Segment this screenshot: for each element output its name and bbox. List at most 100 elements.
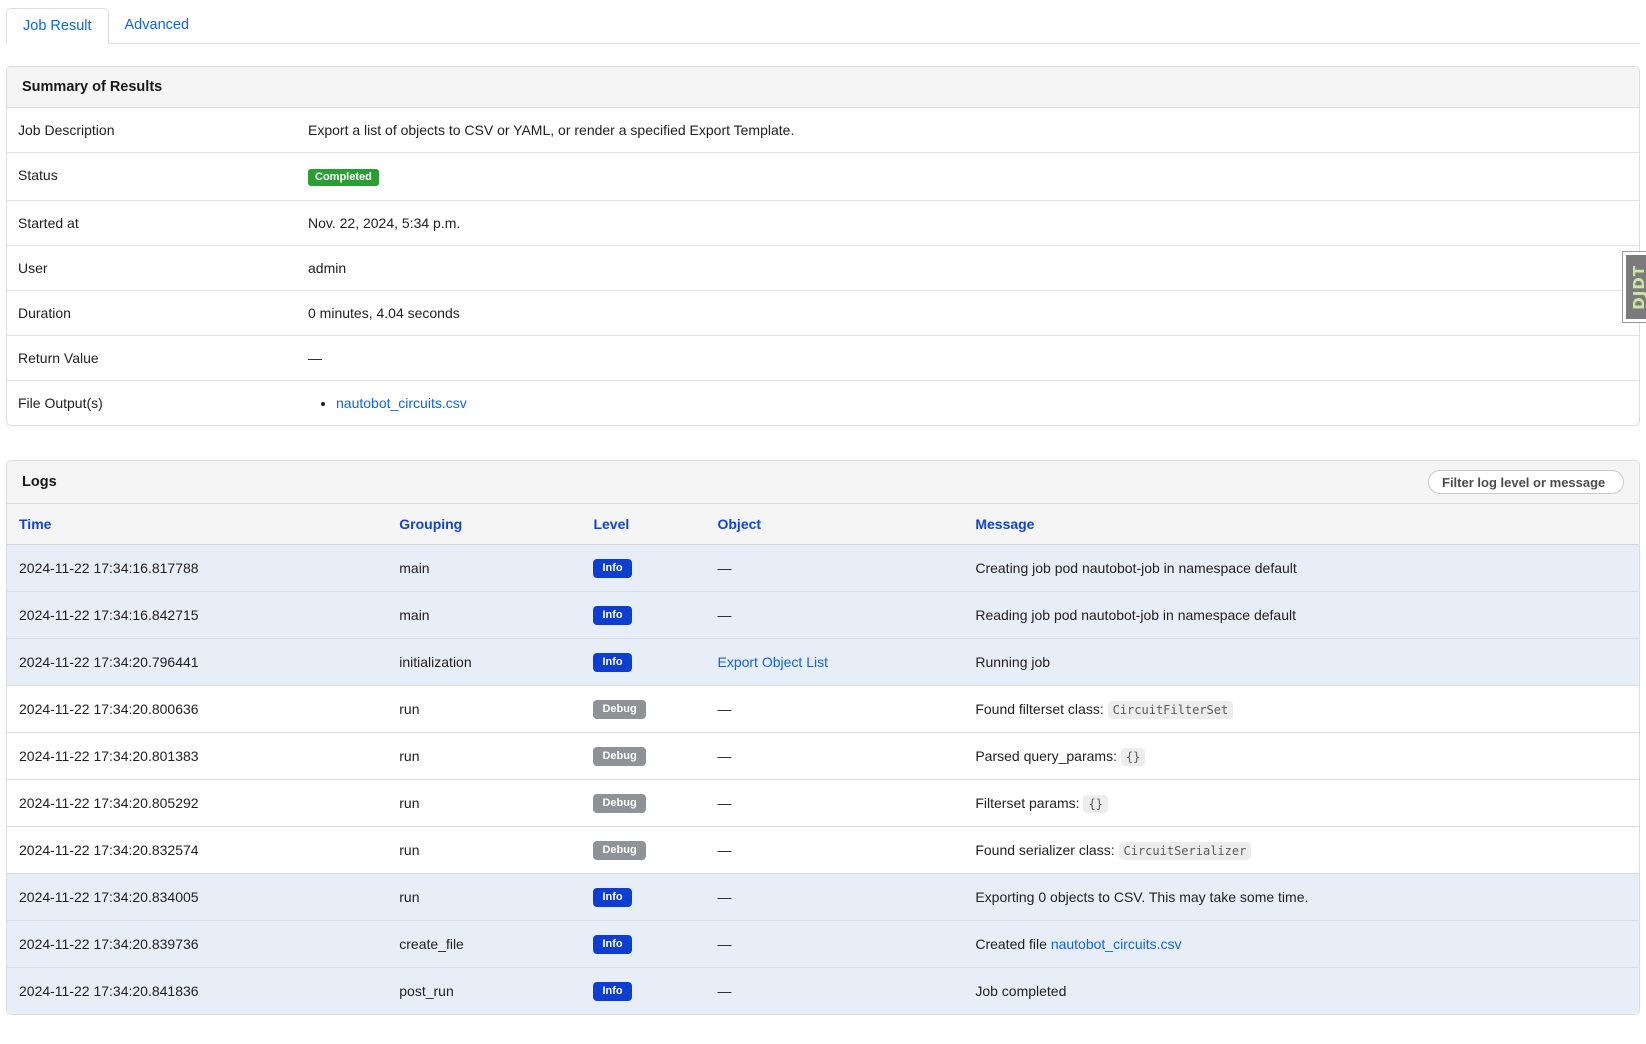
log-level: Info bbox=[581, 592, 705, 639]
log-grouping: main bbox=[387, 592, 581, 639]
log-object: Export Object List bbox=[705, 639, 963, 686]
log-row: 2024-11-22 17:34:16.817788mainInfo—Creat… bbox=[7, 545, 1639, 592]
logs-panel-title: Logs bbox=[22, 474, 57, 490]
djdt-toolbar-handle-inner: DJDT bbox=[1626, 255, 1646, 319]
summary-row-value: Export a list of objects to CSV or YAML,… bbox=[308, 108, 1639, 152]
djdt-toolbar-handle[interactable]: DJDT bbox=[1622, 251, 1646, 323]
status-badge: Completed bbox=[308, 169, 379, 186]
summary-row-label: Started at bbox=[7, 201, 308, 245]
log-level: Info bbox=[581, 968, 705, 1015]
log-level-badge: Debug bbox=[593, 700, 645, 719]
log-level-badge: Debug bbox=[593, 794, 645, 813]
column-header-link-message[interactable]: Message bbox=[975, 516, 1034, 532]
log-message: Job completed bbox=[963, 968, 1639, 1015]
log-object: — bbox=[705, 921, 963, 968]
log-row: 2024-11-22 17:34:20.841836post_runInfo—J… bbox=[7, 968, 1639, 1015]
log-message: Found filterset class: CircuitFilterSet bbox=[963, 686, 1639, 733]
logs-panel: Logs Time Grouping Level Object Message 2024… bbox=[6, 460, 1640, 1015]
log-row: 2024-11-22 17:34:20.805292run Debug —Filte… bbox=[7, 780, 1639, 827]
log-row: 2024-11-22 17:34:20.801383runDebug—Parse… bbox=[7, 733, 1639, 780]
log-filter-input[interactable] bbox=[1428, 470, 1624, 494]
summary-row: Started atNov. 22, 2024, 5:34 p.m. bbox=[7, 201, 1639, 246]
log-object: — bbox=[705, 592, 963, 639]
log-time: 2024-11-22 17:34:20.796441 bbox=[7, 639, 387, 686]
log-object-link[interactable]: Export Object List bbox=[717, 654, 828, 670]
log-message: Created file nautobot_circuits.csv bbox=[963, 921, 1639, 968]
log-object: — bbox=[705, 874, 963, 921]
log-time: 2024-11-22 17:34:20.832574 bbox=[7, 827, 387, 874]
log-message: Creating job pod nautobot-job in namespa… bbox=[963, 545, 1639, 592]
summary-row-value: Completed bbox=[308, 153, 1639, 200]
column-header-link-object[interactable]: Object bbox=[717, 516, 761, 532]
log-grouping: main bbox=[387, 545, 581, 592]
logs-table-header-row: Time Grouping Level Object Message bbox=[7, 504, 1639, 545]
log-message: Filterset params: {} bbox=[963, 780, 1639, 827]
column-header-object: Object bbox=[705, 504, 963, 545]
log-level: Debug bbox=[581, 780, 705, 827]
log-object: — bbox=[705, 968, 963, 1015]
log-level-badge: Info bbox=[593, 653, 631, 672]
log-level: Info bbox=[581, 921, 705, 968]
column-header-grouping: Grouping bbox=[387, 504, 581, 545]
log-level-badge: Info bbox=[593, 606, 631, 625]
column-header-level: Level bbox=[581, 504, 705, 545]
file-output-link[interactable]: nautobot_circuits.csv bbox=[336, 395, 467, 411]
log-level-badge: Info bbox=[593, 559, 631, 578]
column-header-link-time[interactable]: Time bbox=[19, 516, 51, 532]
summary-row: Useradmin bbox=[7, 246, 1639, 291]
log-object: — bbox=[705, 545, 963, 592]
log-time: 2024-11-22 17:34:20.841836 bbox=[7, 968, 387, 1015]
log-message: Parsed query_params: {} bbox=[963, 733, 1639, 780]
column-header-link-level[interactable]: Level bbox=[593, 516, 629, 532]
summary-row-label: Status bbox=[7, 153, 308, 200]
djdt-label: DJDT bbox=[1630, 265, 1646, 310]
log-grouping: run bbox=[387, 733, 581, 780]
logs-table: Time Grouping Level Object Message 2024-11-2… bbox=[7, 504, 1639, 1014]
log-row: 2024-11-22 17:34:20.839736create_fileInf… bbox=[7, 921, 1639, 968]
log-time: 2024-11-22 17:34:20.800636 bbox=[7, 686, 387, 733]
summary-row-value: nautobot_circuits.csv bbox=[308, 381, 1639, 425]
tab-bar: Job Result Advanced bbox=[6, 8, 1640, 44]
tab-job-result[interactable]: Job Result bbox=[6, 8, 109, 44]
log-level: Debug bbox=[581, 733, 705, 780]
log-object: — bbox=[705, 686, 963, 733]
log-object: — bbox=[705, 780, 963, 827]
file-output-item: nautobot_circuits.csv bbox=[336, 395, 1629, 411]
log-grouping: run bbox=[387, 686, 581, 733]
log-grouping: run bbox=[387, 780, 581, 827]
log-time: 2024-11-22 17:34:16.842715 bbox=[7, 592, 387, 639]
file-output-list: nautobot_circuits.csv bbox=[308, 395, 1629, 411]
summary-row-label: File Output(s) bbox=[7, 381, 308, 425]
logs-panel-header: Logs bbox=[7, 461, 1639, 504]
summary-row-value: admin bbox=[308, 246, 1639, 290]
log-row: 2024-11-22 17:34:20.796441initialization… bbox=[7, 639, 1639, 686]
summary-row-label: Job Description bbox=[7, 108, 308, 152]
page: Job Result Advanced Summary of Results J… bbox=[0, 0, 1646, 1015]
log-message-code: {} bbox=[1083, 795, 1107, 813]
summary-rows: Job DescriptionExport a list of objects … bbox=[7, 108, 1639, 425]
log-level: Info bbox=[581, 545, 705, 592]
log-level: Debug bbox=[581, 686, 705, 733]
summary-row: StatusCompleted bbox=[7, 153, 1639, 201]
column-header-link-grouping[interactable]: Grouping bbox=[399, 516, 462, 532]
log-level-badge: Debug bbox=[593, 841, 645, 860]
log-message-code: CircuitSerializer bbox=[1119, 842, 1252, 860]
log-grouping: create_file bbox=[387, 921, 581, 968]
log-row: 2024-11-22 17:34:16.842715mainInfo—Readi… bbox=[7, 592, 1639, 639]
log-level: Debug bbox=[581, 827, 705, 874]
log-message-link[interactable]: nautobot_circuits.csv bbox=[1051, 936, 1182, 952]
log-time: 2024-11-22 17:34:20.805292 bbox=[7, 780, 387, 827]
log-row: 2024-11-22 17:34:20.834005run Info —Export… bbox=[7, 874, 1639, 921]
log-grouping: run bbox=[387, 827, 581, 874]
log-level-badge: Info bbox=[593, 888, 631, 907]
summary-row: File Output(s) nautobot_circuits.csv bbox=[7, 381, 1639, 425]
log-row: 2024-11-22 17:34:20.832574runDebug—Found… bbox=[7, 827, 1639, 874]
log-message: Found serializer class: CircuitSerialize… bbox=[963, 827, 1639, 874]
summary-panel-title: Summary of Results bbox=[7, 67, 1639, 108]
log-time: 2024-11-22 17:34:20.834005 bbox=[7, 874, 387, 921]
log-grouping: run bbox=[387, 874, 581, 921]
log-message: Running job bbox=[963, 639, 1639, 686]
column-header-message: Message bbox=[963, 504, 1639, 545]
tab-advanced[interactable]: Advanced bbox=[109, 8, 206, 43]
log-message: Exporting 0 objects to CSV. This may tak… bbox=[963, 874, 1639, 921]
